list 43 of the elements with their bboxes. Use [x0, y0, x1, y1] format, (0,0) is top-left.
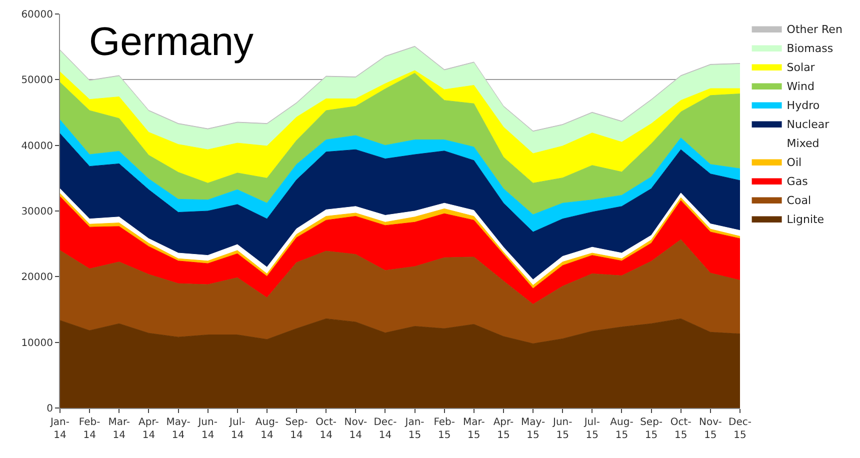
legend-label: Solar [786, 60, 816, 74]
x-tick-label: Dec-15 [728, 417, 752, 441]
legend-label: Other Ren [786, 22, 842, 36]
y-tick-label: 50000 [21, 75, 53, 86]
y-tick-label: 30000 [21, 206, 53, 218]
x-tick-label: Mar-15 [462, 417, 486, 441]
y-tick-label: 0 [46, 404, 53, 414]
legend-label: Biomass [786, 42, 834, 55]
text: Mixed [786, 136, 820, 150]
x-tick-label: Jan-15 [404, 417, 425, 441]
x-tick-label: Oct-15 [670, 417, 692, 441]
x-tick-label: Aug-15 [610, 417, 634, 441]
x-tick-label: Apr-14 [138, 417, 160, 441]
legend-label: Nuclear [786, 118, 830, 131]
legend-label: Hydro [786, 98, 820, 112]
x-tick-label: Feb-14 [78, 417, 101, 441]
legend-label: Oil [786, 156, 802, 169]
y-tick-label: 20000 [21, 272, 53, 284]
x-tick-label: May-15 [520, 417, 546, 441]
x-tick-label: Nov-15 [699, 417, 722, 441]
y-tick-label: 10000 [21, 338, 53, 349]
x-tick-label: Jan-14 [49, 417, 70, 441]
x-tick-label: Sep-14 [285, 417, 308, 441]
x-tick-label: Mar-14 [108, 417, 130, 441]
y-tick-label: 60000 [21, 10, 53, 20]
x-tick-label: Oct-14 [316, 417, 337, 441]
x-tick-label: Jul-15 [583, 417, 600, 441]
legend-label: Coal [786, 194, 812, 207]
x-tick-label: Aug-14 [255, 417, 279, 441]
x-tick-label: May-14 [166, 417, 191, 441]
legend-label: Wind [786, 80, 814, 93]
x-tick-label: Feb-15 [434, 417, 456, 441]
x-tick-label: Jun-14 [197, 417, 218, 441]
y-tick-label: 40000 [21, 140, 53, 152]
x-tick-label: Dec-14 [374, 417, 398, 441]
chart-title: Germany [89, 20, 254, 64]
legend-label: Gas [786, 174, 808, 188]
x-tick-label: Jun-15 [552, 417, 573, 441]
x-tick-label: Jul-14 [228, 417, 246, 441]
x-tick-label: Nov-14 [344, 417, 368, 441]
x-tick-label: Sep-15 [640, 417, 663, 441]
x-tick-label: Apr-15 [493, 417, 514, 441]
legend-label: Lignite [786, 212, 824, 226]
